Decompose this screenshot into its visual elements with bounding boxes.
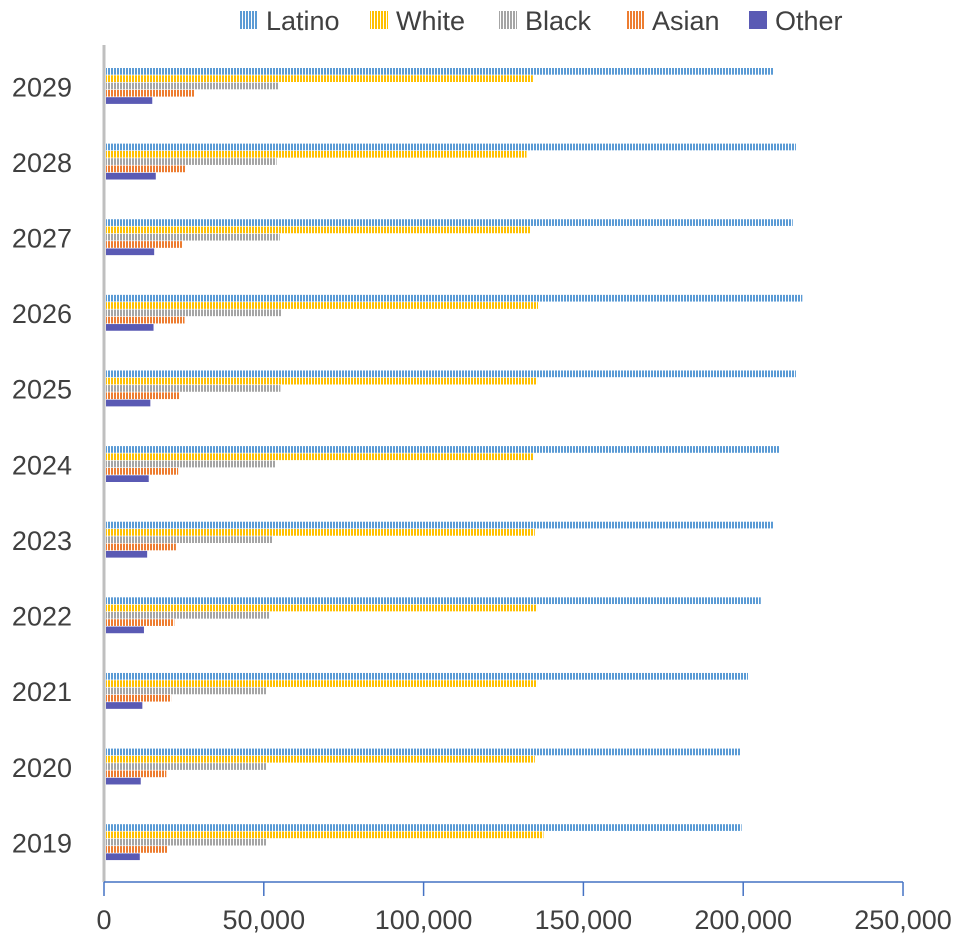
bar-asian-2028	[106, 165, 186, 173]
bar-latino-2021	[106, 672, 748, 680]
y-tick-label: 2025	[12, 375, 72, 405]
bars-area	[106, 68, 803, 861]
bar-asian-2023	[106, 543, 176, 551]
x-tick-label: 0	[96, 905, 111, 935]
bar-asian-2027	[106, 241, 183, 248]
bar-white-2023	[106, 529, 535, 536]
x-tick-label: 50,000	[223, 905, 306, 935]
bar-white-2025	[106, 377, 538, 385]
x-tick-label: 200,000	[694, 905, 792, 935]
bar-white-2026	[106, 302, 539, 309]
bar-black-2022	[106, 611, 270, 619]
legend-label-white: White	[396, 6, 465, 36]
bar-other-2019	[106, 853, 140, 861]
y-tick-label: 2028	[12, 148, 72, 178]
bar-other-2029	[106, 97, 153, 104]
bar-other-2028	[106, 172, 156, 180]
bar-black-2019	[106, 838, 267, 846]
bar-white-2020	[106, 755, 535, 763]
x-tick-label: 250,000	[854, 905, 952, 935]
bar-latino-2028	[106, 143, 796, 151]
y-tick-label: 2021	[12, 677, 72, 707]
bar-latino-2022	[106, 597, 761, 605]
bar-latino-2020	[106, 748, 741, 756]
bar-latino-2029	[106, 68, 774, 75]
bar-other-2025	[106, 399, 151, 407]
legend-swatch-latino	[240, 11, 258, 29]
y-tick-label: 2023	[12, 526, 72, 556]
bar-black-2026	[106, 309, 282, 317]
bar-asian-2021	[106, 694, 172, 702]
bar-asian-2022	[106, 619, 175, 626]
legend-label-black: Black	[525, 6, 592, 36]
bar-other-2021	[106, 702, 143, 709]
bar-latino-2023	[106, 521, 774, 529]
bar-black-2029	[106, 82, 279, 90]
bar-other-2023	[106, 550, 148, 558]
x-tick-label: 150,000	[535, 905, 633, 935]
y-tick-label: 2020	[12, 753, 72, 783]
legend-label-asian: Asian	[652, 6, 720, 36]
bar-other-2027	[106, 248, 155, 256]
legend-swatch-white	[370, 11, 388, 29]
bar-white-2022	[106, 604, 538, 612]
bar-white-2021	[106, 680, 538, 687]
bar-asian-2026	[106, 316, 185, 324]
bar-white-2027	[106, 226, 531, 234]
y-axis: 2019 2020 2021 2022 2023 2024 2025 2026 2027 2028…	[12, 45, 106, 882]
legend-swatch-other	[749, 11, 767, 29]
bar-other-2024	[106, 475, 149, 482]
bar-black-2021	[106, 687, 267, 695]
bar-latino-2024	[106, 446, 780, 453]
bar-asian-2024	[106, 467, 179, 475]
y-tick-label: 2022	[12, 602, 72, 632]
bar-black-2023	[106, 536, 273, 544]
y-tick-label: 2024	[12, 450, 72, 480]
legend-swatch-black	[499, 11, 517, 29]
y-tick-label: 2019	[12, 828, 72, 858]
bar-black-2024	[106, 460, 276, 468]
bar-latino-2025	[106, 370, 796, 378]
y-tick-label: 2026	[12, 299, 72, 329]
x-tick-label: 100,000	[375, 905, 473, 935]
bar-white-2029	[106, 75, 533, 82]
bar-asian-2019	[106, 846, 168, 853]
legend-swatch-asian	[626, 11, 644, 29]
y-tick-label: 2029	[12, 72, 72, 102]
bar-black-2020	[106, 763, 267, 770]
bar-white-2028	[106, 150, 527, 158]
bar-asian-2025	[106, 392, 180, 400]
y-tick-label: 2027	[12, 223, 72, 253]
legend-label-latino: Latino	[266, 6, 340, 36]
legend-label-other: Other	[775, 6, 843, 36]
bar-latino-2019	[106, 824, 742, 831]
bar-asian-2020	[106, 770, 167, 778]
bar-other-2022	[106, 626, 144, 634]
bar-black-2025	[106, 385, 281, 392]
bar-latino-2027	[106, 219, 793, 226]
bar-white-2019	[106, 831, 544, 839]
bar-black-2027	[106, 233, 280, 241]
bar-latino-2026	[106, 294, 803, 302]
bar-black-2028	[106, 158, 277, 165]
x-axis: 0 50,000 100,000 150,000 200,000 250,000	[96, 881, 952, 935]
legend: Latino White Black Asian Other	[240, 6, 843, 36]
bar-asian-2029	[106, 89, 195, 97]
bar-other-2026	[106, 324, 154, 331]
bar-other-2020	[106, 777, 141, 785]
bar-white-2024	[106, 453, 534, 461]
